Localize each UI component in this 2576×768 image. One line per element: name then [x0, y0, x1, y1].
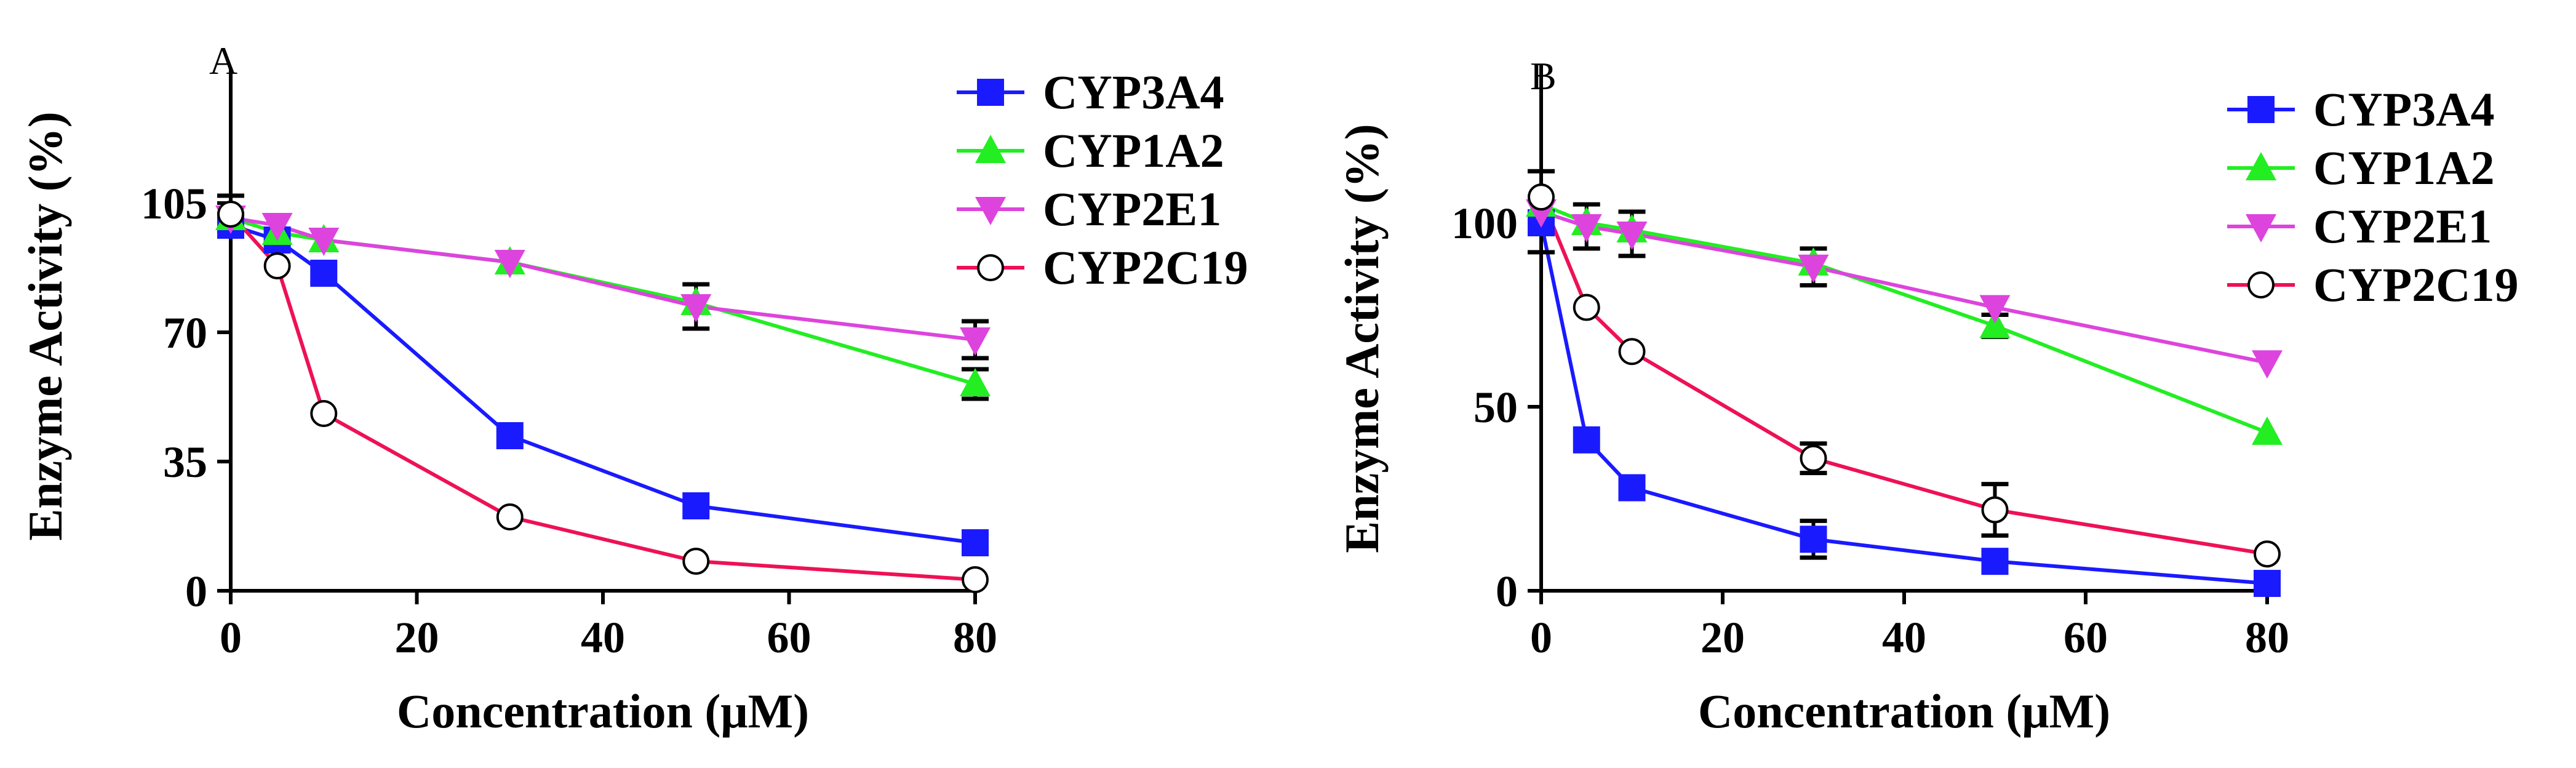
legend-marker: [977, 79, 1004, 106]
series-line-cyp2e1: [230, 216, 976, 342]
y-tick-label: 0: [185, 567, 207, 616]
legend-item-cyp2e1: CYP2E1: [2227, 199, 2492, 253]
data-point-cyp2c19: [310, 400, 338, 427]
data-point-cyp3a4: [1800, 526, 1827, 553]
legend-item-cyp1a2: CYP1A2: [2227, 141, 2495, 194]
data-point-cyp1a2: [1979, 310, 2011, 338]
legend-item-cyp3a4: CYP3A4: [2227, 82, 2495, 136]
data-point-cyp3a4: [310, 260, 338, 287]
panel-b: 0 20 40 60 80 0 50 100 Concentration (μM) Enzyme …: [1335, 54, 2519, 738]
panel-label: B: [1530, 54, 1557, 98]
data-point-cyp2e1: [2252, 350, 2283, 379]
data-point-cyp2c19: [217, 201, 244, 228]
data-point-cyp3a4: [496, 422, 524, 449]
data-point-cyp2c19: [1618, 338, 1646, 366]
legend-label: CYP2C19: [1043, 241, 1248, 294]
data-point-cyp3a4: [682, 492, 710, 519]
data-point-cyp2e1: [1616, 221, 1648, 250]
y-axis-title: Enzyme Activity (%): [18, 111, 72, 541]
legend-label: CYP2C19: [2313, 258, 2519, 311]
data-point-cyp1a2: [2252, 416, 2283, 445]
x-tick-label: 80: [953, 613, 997, 662]
y-tick-label: 35: [163, 438, 207, 487]
data-point-cyp3a4: [1981, 548, 2009, 575]
data-point-cyp2e1: [308, 228, 340, 256]
legend-item-cyp2e1: CYP2E1: [957, 182, 1221, 236]
data-point-cyp2c19: [962, 566, 989, 593]
data-point-cyp3a4: [1618, 474, 1646, 502]
y-tick-label: 100: [1451, 199, 1518, 248]
series-line-cyp3a4: [230, 223, 976, 545]
y-tick-label: 0: [1496, 567, 1518, 616]
panel-label: A: [209, 39, 237, 82]
data-point-cyp2c19: [1528, 183, 1555, 211]
legend-item-cyp3a4: CYP3A4: [957, 65, 1224, 119]
x-axis-title: Concentration (μM): [1698, 684, 2110, 738]
x-tick-label: 40: [581, 613, 625, 662]
y-tick-label: 105: [141, 179, 207, 228]
data-point-cyp2c19: [496, 503, 524, 530]
data-point-cyp2c19: [1800, 444, 1827, 472]
legend-marker: [975, 135, 1006, 163]
legend-label: CYP3A4: [1043, 65, 1224, 119]
x-tick-label: 20: [395, 613, 439, 662]
data-point-cyp2e1: [261, 213, 293, 241]
series-line-cyp2c19: [1539, 196, 2268, 556]
legend-item-cyp2c19: CYP2C19: [2227, 258, 2519, 311]
x-tick-label: 40: [1882, 613, 1926, 662]
legend-label: CYP2E1: [1043, 182, 1221, 236]
legend-marker: [2247, 271, 2275, 298]
y-axis-title: Enzyme Activity (%): [1335, 124, 1389, 553]
data-point-cyp3a4: [1573, 426, 1600, 454]
legend-label: CYP1A2: [1043, 124, 1224, 177]
data-point-cyp2e1: [1979, 295, 2011, 324]
x-tick-label: 0: [1530, 613, 1552, 662]
legend-marker: [977, 254, 1004, 281]
data-point-cyp2c19: [682, 548, 710, 575]
data-point-cyp2e1: [680, 294, 712, 322]
legend-marker: [2247, 96, 2275, 123]
x-tick-label: 80: [2245, 613, 2289, 662]
legend-item-cyp1a2: CYP1A2: [957, 124, 1224, 177]
data-point-cyp1a2: [960, 368, 991, 396]
data-point-cyp3a4: [962, 529, 989, 556]
panel-a: 0 20 40 60 80 0 35 70 105 Concentration (μM) Enzym…: [18, 39, 1248, 738]
legend-item-cyp2c19: CYP2C19: [957, 241, 1248, 294]
legend-label: CYP2E1: [2313, 199, 2492, 253]
data-point-cyp2e1: [1571, 214, 1602, 242]
data-point-cyp3a4: [2254, 570, 2281, 598]
data-point-cyp2c19: [2254, 540, 2281, 568]
legend-label: CYP1A2: [2313, 141, 2495, 194]
x-tick-label: 60: [2064, 613, 2108, 662]
legend-marker: [2246, 214, 2276, 242]
legend-label: CYP3A4: [2313, 82, 2495, 136]
series-line-cyp3a4: [1539, 222, 2268, 586]
x-tick-label: 0: [220, 613, 242, 662]
x-tick-label: 20: [1701, 613, 1745, 662]
data-point-cyp2c19: [1981, 496, 2009, 524]
y-tick-label: 70: [163, 308, 207, 358]
x-tick-label: 60: [767, 613, 811, 662]
data-point-cyp2e1: [1798, 254, 1829, 283]
data-point-cyp2c19: [263, 252, 291, 279]
series-line-cyp2c19: [229, 212, 976, 582]
data-point-cyp2e1: [494, 250, 525, 278]
data-point-cyp2e1: [960, 327, 991, 356]
legend-marker: [975, 197, 1006, 225]
x-axis-title: Concentration (μM): [397, 684, 809, 738]
y-tick-label: 50: [1473, 383, 1518, 432]
data-point-cyp2c19: [1573, 294, 1600, 321]
legend-marker: [2246, 152, 2276, 180]
